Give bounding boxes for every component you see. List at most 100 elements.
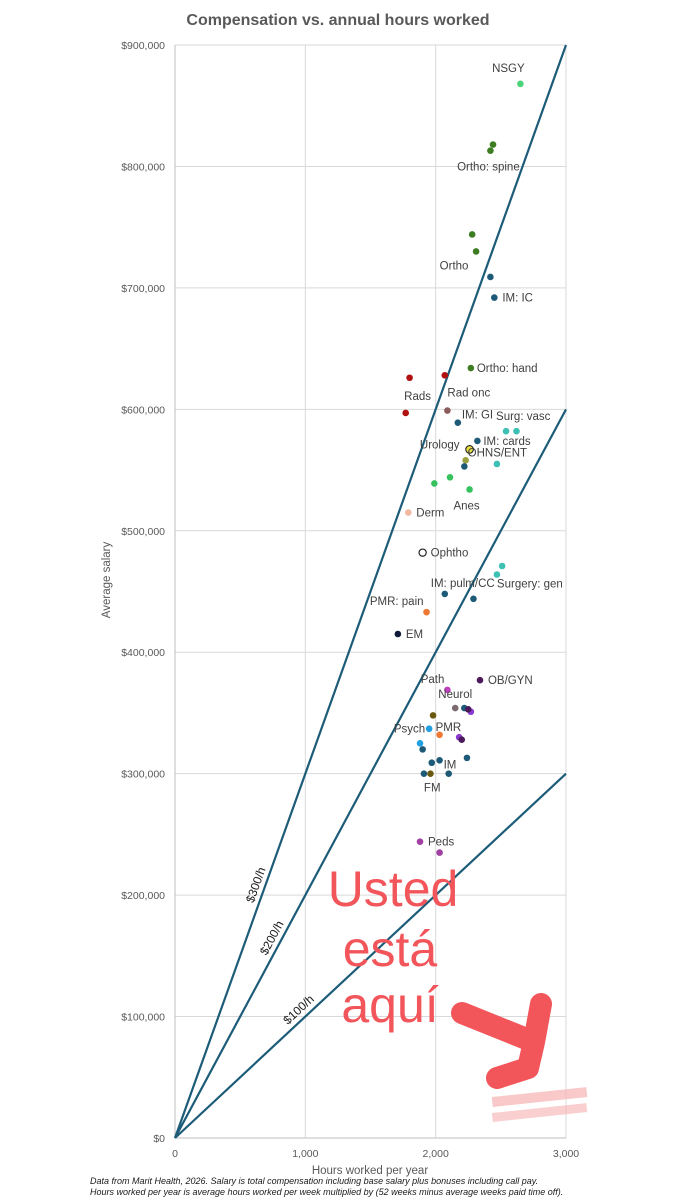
data-point	[406, 374, 413, 382]
y-tick-label: $500,000	[121, 526, 165, 538]
reference-line	[173, 44, 568, 1139]
gridlines	[175, 44, 567, 1138]
point-label: PMR: pain	[370, 596, 424, 608]
data-point	[394, 630, 402, 638]
data-point	[474, 437, 481, 445]
scribble-mark-2	[491, 1103, 588, 1122]
point-label: Ortho	[440, 260, 469, 272]
y-tick-label: $800,000	[121, 161, 165, 173]
point-label: Urology	[420, 439, 460, 451]
point-label: FM	[424, 783, 441, 795]
data-point	[404, 509, 412, 516]
y-tick-label: $400,000	[121, 647, 165, 659]
point-label: Psych	[394, 724, 425, 736]
data-point	[502, 427, 510, 435]
data-point	[451, 704, 459, 712]
data-point	[446, 474, 454, 481]
data-point	[425, 725, 433, 733]
data-point	[454, 419, 462, 426]
data-point	[463, 754, 471, 762]
y-tick-label: $600,000	[121, 404, 165, 416]
point-label: Rad onc	[447, 388, 490, 400]
data-point	[436, 849, 443, 856]
data-point	[419, 746, 426, 753]
data-point	[487, 147, 494, 154]
point-label: Rads	[404, 391, 431, 403]
annotation-usted: Usted	[328, 861, 459, 917]
data-point	[487, 273, 494, 281]
point-labels: NSGY Ortho: spine Ortho IM: IC Rads Ortho: ha…	[370, 63, 563, 849]
data-point	[517, 80, 524, 88]
data-point	[423, 608, 430, 616]
data-point	[498, 562, 506, 570]
point-label: PMR	[436, 722, 462, 734]
axes	[174, 45, 566, 1139]
data-point	[444, 686, 451, 694]
x-tick-label: 1,000	[292, 1148, 318, 1160]
data-point	[444, 407, 451, 414]
point-label: OB/GYN	[488, 675, 533, 687]
chart-title: Compensation vs. annual hours worked	[186, 12, 489, 29]
y-tick-label: $200,000	[121, 890, 165, 902]
y-tick-label: $700,000	[121, 283, 165, 295]
point-label: IM: IC	[502, 293, 533, 305]
x-tick-labels: 0 1,000 2,000 3,000	[172, 1148, 579, 1160]
point-label: Ortho: spine	[457, 162, 520, 174]
data-point	[462, 457, 469, 464]
y-tick-label: $100,000	[121, 1012, 165, 1024]
data-point	[458, 736, 466, 743]
x-tick-label: 0	[172, 1148, 178, 1160]
point-label: Derm	[416, 508, 444, 520]
data-point	[489, 141, 497, 148]
point-label: OHNS/ENT	[468, 447, 527, 459]
data-point	[465, 445, 474, 454]
y-tick-labels: $0 $100,000 $200,000 $300,000 $400,000 $500,0…	[121, 40, 165, 1145]
point-label: IM: cards	[483, 436, 531, 448]
data-point	[429, 712, 437, 719]
x-tick-label: 3,000	[553, 1148, 579, 1160]
point-label: Ophtho	[431, 548, 469, 560]
arrow-stroke	[451, 993, 552, 1089]
data-point	[431, 480, 438, 487]
data-point	[468, 231, 476, 238]
data-point	[476, 676, 484, 684]
point-label: Surg: vasc	[496, 411, 551, 423]
data-point	[466, 486, 473, 493]
data-point	[491, 294, 498, 301]
point-label: NSGY	[492, 63, 525, 75]
data-point	[436, 757, 443, 764]
y-tick-label: $300,000	[121, 769, 165, 781]
point-label: IM	[444, 759, 457, 771]
x-axis-label: Hours worked per year	[312, 1165, 428, 1177]
data-point	[467, 364, 475, 372]
y-axis-label: Average salary	[101, 542, 113, 619]
point-label: IM: pulm/CC	[431, 578, 495, 590]
y-tick-label: $0	[153, 1133, 165, 1145]
data-point	[427, 770, 434, 777]
data-point	[418, 548, 427, 557]
point-label: EM	[406, 629, 423, 641]
annotation-esta: está	[343, 921, 438, 977]
data-point	[493, 460, 501, 468]
data-points	[394, 80, 524, 856]
data-point	[445, 770, 453, 777]
data-point	[428, 759, 436, 767]
point-label: Ortho: hand	[477, 363, 538, 375]
y-tick-label: $900,000	[121, 40, 165, 52]
data-point	[441, 590, 449, 598]
data-point	[416, 838, 424, 845]
data-point	[470, 595, 477, 603]
data-point	[513, 427, 520, 435]
data-point	[420, 770, 428, 777]
annotation-aqui: aquí	[341, 977, 438, 1033]
data-point	[472, 248, 480, 255]
data-point	[441, 372, 449, 379]
point-label: Anes	[453, 500, 479, 512]
data-point	[461, 463, 468, 470]
point-label: Peds	[428, 837, 454, 849]
data-point	[416, 740, 424, 747]
x-tick-label: 2,000	[423, 1148, 449, 1160]
data-point	[493, 571, 501, 578]
